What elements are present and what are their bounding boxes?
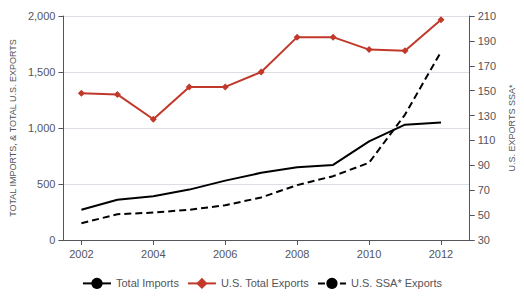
svg-text:U.S. Total Exports: U.S. Total Exports — [221, 277, 309, 289]
svg-text:130: 130 — [478, 110, 496, 122]
svg-text:2002: 2002 — [69, 248, 93, 260]
svg-text:170: 170 — [478, 60, 496, 72]
svg-text:500: 500 — [37, 178, 55, 190]
svg-text:0: 0 — [49, 234, 55, 246]
svg-text:110: 110 — [478, 134, 496, 146]
svg-text:2010: 2010 — [357, 248, 381, 260]
svg-text:2,000: 2,000 — [28, 10, 56, 22]
svg-text:1,500: 1,500 — [28, 66, 56, 78]
svg-text:Total Imports: Total Imports — [116, 277, 179, 289]
svg-text:U.S. SSA* Exports: U.S. SSA* Exports — [351, 277, 443, 289]
svg-text:90: 90 — [478, 159, 490, 171]
svg-text:1,000: 1,000 — [28, 122, 56, 134]
svg-text:2006: 2006 — [213, 248, 237, 260]
svg-text:190: 190 — [478, 35, 496, 47]
svg-text:TOTAL IMPORTS, & TOTAL U.S. EX: TOTAL IMPORTS, & TOTAL U.S. EXPORTS — [8, 39, 18, 217]
svg-text:2008: 2008 — [285, 248, 309, 260]
svg-text:210: 210 — [478, 10, 496, 22]
svg-text:2004: 2004 — [141, 248, 165, 260]
svg-text:70: 70 — [478, 184, 490, 196]
svg-text:150: 150 — [478, 85, 496, 97]
svg-text:50: 50 — [478, 209, 490, 221]
svg-text:2012: 2012 — [429, 248, 453, 260]
svg-text:30: 30 — [478, 234, 490, 246]
svg-text:U.S. EXPORTS SSA*: U.S. EXPORTS SSA* — [507, 84, 517, 171]
